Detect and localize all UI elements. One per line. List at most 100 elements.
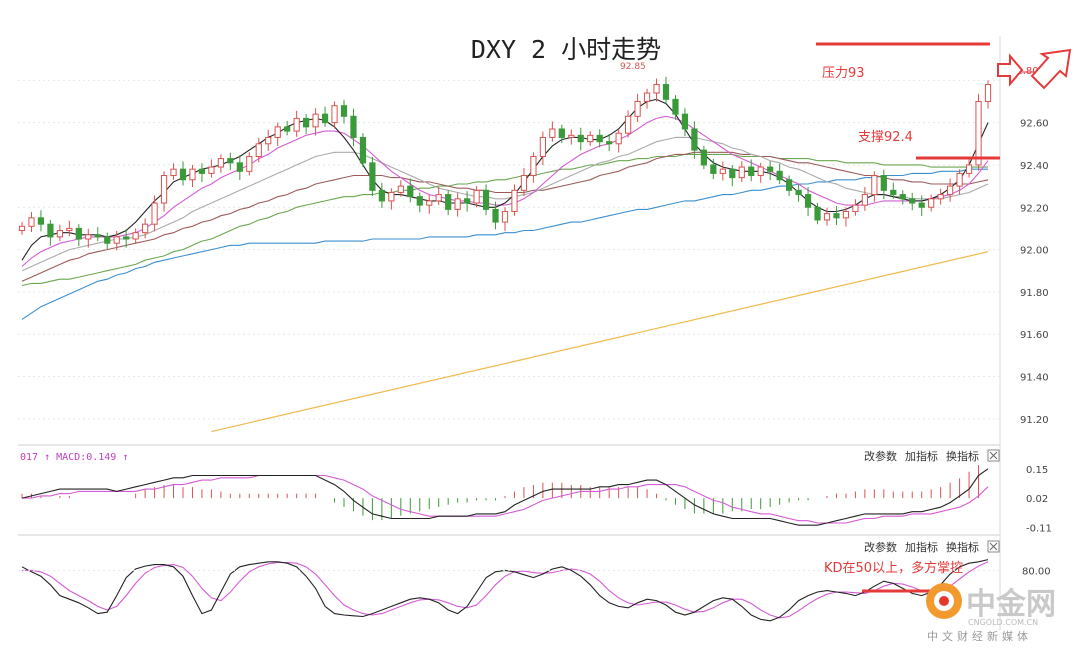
candle-up [132, 232, 139, 240]
candle-down [558, 128, 565, 138]
arrow-up-right-icon [1030, 48, 1072, 90]
candles [18, 76, 992, 251]
kd-edit-params-button[interactable]: 改参数 [864, 540, 897, 554]
watermark-brand: 中金网 [966, 587, 1056, 622]
candle-down [662, 84, 670, 100]
candle-up [217, 158, 224, 168]
ma-orange-line [211, 251, 989, 433]
candle-down [899, 194, 906, 200]
candle-down [378, 189, 385, 202]
macd-label: 017 ↑ MACD:0.149 ↑ [20, 452, 128, 463]
candle-down [284, 126, 291, 132]
candle-up [757, 166, 764, 177]
candle-down [786, 179, 793, 191]
candle-down [416, 196, 423, 206]
candle-up [520, 175, 528, 191]
candle-down [909, 198, 916, 204]
macd-axis-ticks: 0.15 0.02 -0.11 [1026, 465, 1052, 535]
chart-title: DXY 2 小时走势 [471, 35, 661, 64]
price-tick-label: 92.40 [1020, 161, 1049, 172]
candle-up [255, 143, 262, 157]
macd-dea-line [22, 474, 989, 524]
candle-up [634, 100, 641, 117]
price-axis-ticks: 92.60 92.40 92.20 92.00 91.80 91.60 91.40 91.20 [1020, 119, 1049, 426]
candle-up [293, 117, 300, 132]
kd-note: KD在50以上，多方掌控 [824, 560, 963, 576]
candle-down [492, 208, 499, 223]
macd-close-icon[interactable] [987, 449, 1000, 462]
kd-change-indicator-button[interactable]: 换指标 [946, 540, 979, 554]
ma-pink-line [21, 115, 989, 267]
candle-up [28, 217, 35, 227]
ma-brown-line [21, 151, 989, 282]
candle-up [435, 194, 442, 202]
macd-edit-params-button[interactable]: 改参数 [864, 449, 897, 463]
candle-up [85, 234, 92, 240]
candle-up [615, 132, 622, 145]
candle-up [160, 175, 168, 204]
candle-up [454, 198, 461, 210]
candle-up [501, 210, 509, 223]
kd-d-line [22, 561, 989, 619]
candle-up [66, 227, 73, 232]
candle-down [767, 166, 774, 172]
watermark-domain: CNGOLD.COM.CN [968, 618, 1038, 627]
candle-up [113, 236, 120, 244]
candle-up [170, 168, 177, 177]
macd-add-indicator-button[interactable]: 加指标 [905, 449, 938, 463]
candle-down [359, 136, 367, 164]
candle-down [700, 149, 707, 166]
macd-tick-label: -0.11 [1026, 523, 1052, 534]
candle-down [75, 227, 82, 240]
candle-up [947, 185, 954, 196]
kd-close-icon[interactable] [987, 540, 1000, 553]
price-tick-label: 92.00 [1020, 246, 1049, 257]
price-tick-label: 91.40 [1020, 373, 1049, 384]
candle-up [539, 136, 546, 157]
candle-down [340, 105, 348, 117]
candle-up [842, 210, 850, 219]
candle-up [975, 100, 982, 166]
candle-down [577, 134, 584, 143]
price-tick-label: 92.20 [1020, 203, 1049, 214]
candle-up [312, 113, 319, 128]
macd-dif-line [21, 468, 989, 526]
candle-up [568, 134, 575, 138]
candle-up [549, 128, 556, 138]
candle-down [445, 194, 452, 210]
macd-histogram [21, 465, 980, 521]
candle-down [104, 236, 111, 244]
candle-down [710, 164, 717, 174]
candle-down [814, 206, 821, 221]
resistance-label: 压力93 [822, 66, 865, 81]
candle-up [861, 194, 868, 206]
candle-down [321, 113, 329, 124]
candle-up [274, 126, 281, 138]
candle-up [965, 164, 973, 174]
ma-green-line [21, 153, 988, 287]
candle-down [123, 236, 130, 240]
candle-up [984, 84, 992, 102]
candle-up [473, 189, 480, 204]
long-ma-orange [211, 251, 989, 433]
candle-down [795, 189, 802, 196]
candle-down [94, 234, 101, 238]
candle-up [208, 166, 215, 174]
macd-change-indicator-button[interactable]: 换指标 [946, 449, 979, 463]
candle-down [37, 217, 45, 225]
candle-up [511, 189, 518, 212]
high-label: 92.85 [620, 62, 646, 72]
candle-down [672, 98, 679, 115]
candle-down [776, 170, 783, 181]
candle-down [748, 166, 755, 177]
price-tick-label: 91.80 [1020, 288, 1049, 299]
kd-add-indicator-button[interactable]: 加指标 [905, 540, 938, 554]
candle-down [369, 162, 376, 191]
candle-down [407, 185, 414, 198]
candle-up [823, 213, 831, 221]
support-label: 支撑92.4 [858, 130, 913, 145]
candle-up [587, 134, 594, 143]
ma-gray-line [21, 136, 989, 272]
price-tick-label: 92.60 [1020, 119, 1049, 130]
